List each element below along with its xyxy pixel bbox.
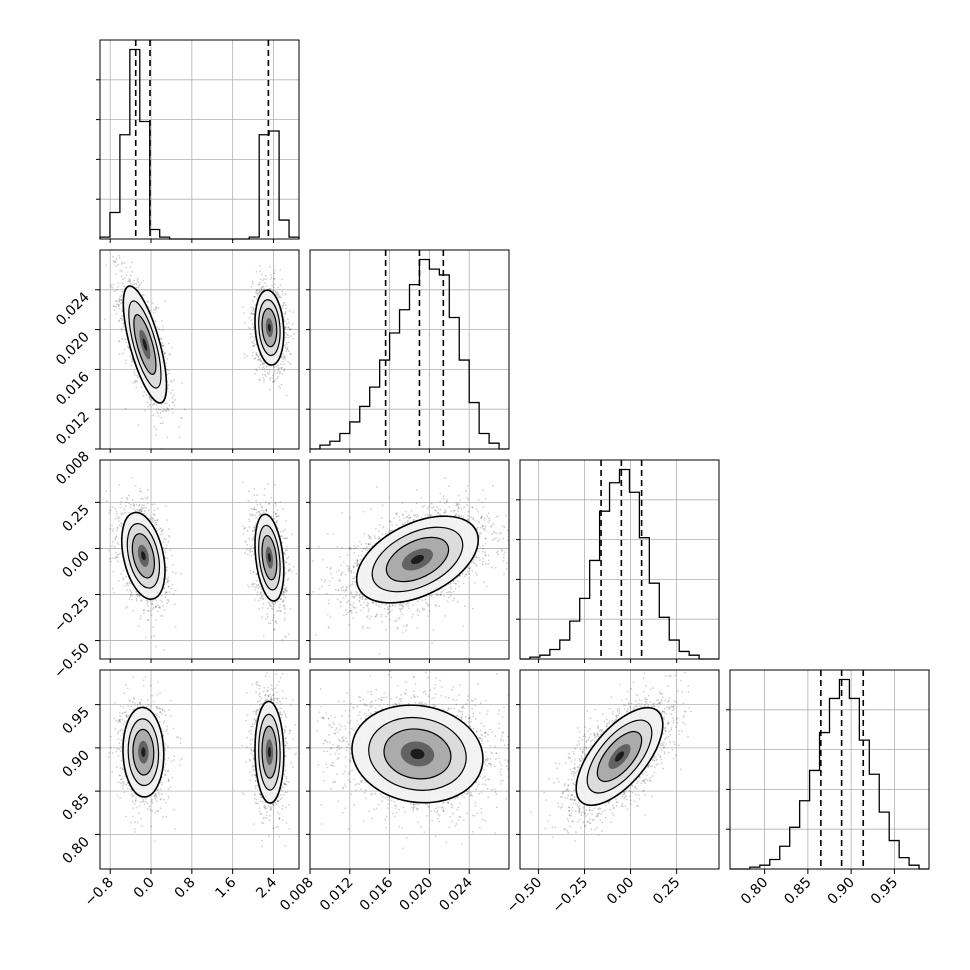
xtick-label-1-0: 0.008	[277, 875, 317, 915]
panel-0-2-contour-1-4	[267, 553, 271, 563]
ytick-label-2-1: −0.25	[51, 594, 93, 636]
hist-0-grid	[100, 40, 299, 239]
xtick-label-3-2: 0.90	[825, 875, 858, 908]
xtick-label-3-1: 0.85	[781, 875, 814, 908]
ytick-label-1-3: 0.020	[53, 329, 93, 369]
panel-0-2-density	[101, 477, 298, 651]
panel-0-2-frame	[99, 459, 300, 660]
ytick-label-2-2: 0.00	[59, 548, 92, 581]
panel-0-3-contour-1-4	[267, 746, 271, 758]
histogram-1	[310, 258, 509, 450]
histogram-2	[520, 468, 719, 660]
xtick-label-1-4: 0.024	[436, 874, 476, 914]
xtick-label-3-0: 0.80	[738, 875, 771, 908]
panel-0-1-frame	[99, 249, 300, 450]
panel-0-2-contour-0-4	[141, 551, 146, 561]
panel-0-3-contour-0-4	[141, 747, 146, 757]
panel-1-2-frame	[309, 459, 510, 660]
hist-2-grid	[520, 460, 719, 659]
xtick-label-2-0: −0.50	[504, 875, 546, 917]
xtick-label-1-2: 0.016	[357, 874, 397, 914]
panel-0-3-frame	[99, 669, 300, 870]
ytick-label-3-2: 0.90	[59, 747, 92, 780]
panel-1-3-frame	[309, 669, 510, 870]
hist-3-grid	[730, 670, 929, 869]
xtick-label-0-3: 1.6	[212, 874, 239, 901]
ytick-label-3-0: 0.80	[59, 834, 92, 867]
xtick-label-3-3: 0.95	[868, 875, 901, 908]
xtick-label-1-1: 0.012	[317, 875, 357, 915]
xtick-label-0-0: −0.8	[82, 875, 117, 910]
panel-0-3-density	[107, 672, 298, 848]
ytick-label-1-1: 0.012	[53, 409, 93, 449]
xtick-label-2-3: 0.25	[650, 875, 683, 908]
panel-1-2-density	[311, 477, 509, 656]
panel-0-1-contour-0-4	[142, 338, 148, 351]
panel-0-1-density	[104, 254, 299, 449]
ytick-label-3-3: 0.95	[59, 704, 92, 737]
ytick-label-3-1: 0.85	[59, 791, 92, 824]
ytick-label-1-0: 0.008	[53, 449, 93, 489]
hist-1-frame	[309, 249, 510, 450]
xtick-label-0-1: 0.0	[131, 875, 158, 902]
panel-2-3-frame	[519, 669, 720, 870]
xtick-label-2-2: 0.00	[604, 875, 637, 908]
panel-1-2-contour-0-4	[410, 554, 424, 565]
histogram-3	[730, 678, 929, 870]
panel-1-3-contour-0-4	[410, 748, 425, 760]
hist-3-frame	[729, 669, 930, 870]
panel-2-3-contour-0-4	[614, 751, 625, 762]
xtick-label-0-2: 0.8	[172, 875, 199, 902]
ytick-label-2-3: 0.25	[59, 502, 92, 535]
panel-0-1-contour-1-4	[267, 323, 271, 332]
xtick-label-1-3: 0.020	[397, 875, 437, 915]
hist-0-frame	[99, 39, 300, 240]
ytick-label-2-0: −0.50	[51, 640, 93, 682]
xtick-label-0-4: 2.4	[253, 874, 280, 901]
xtick-label-2-1: −0.25	[550, 875, 592, 917]
panel-2-3-density	[530, 670, 692, 842]
panel-1-3-density	[310, 670, 509, 850]
hist-2-frame	[519, 459, 720, 660]
ytick-label-1-4: 0.024	[53, 289, 93, 329]
ytick-label-1-2: 0.016	[53, 369, 93, 409]
